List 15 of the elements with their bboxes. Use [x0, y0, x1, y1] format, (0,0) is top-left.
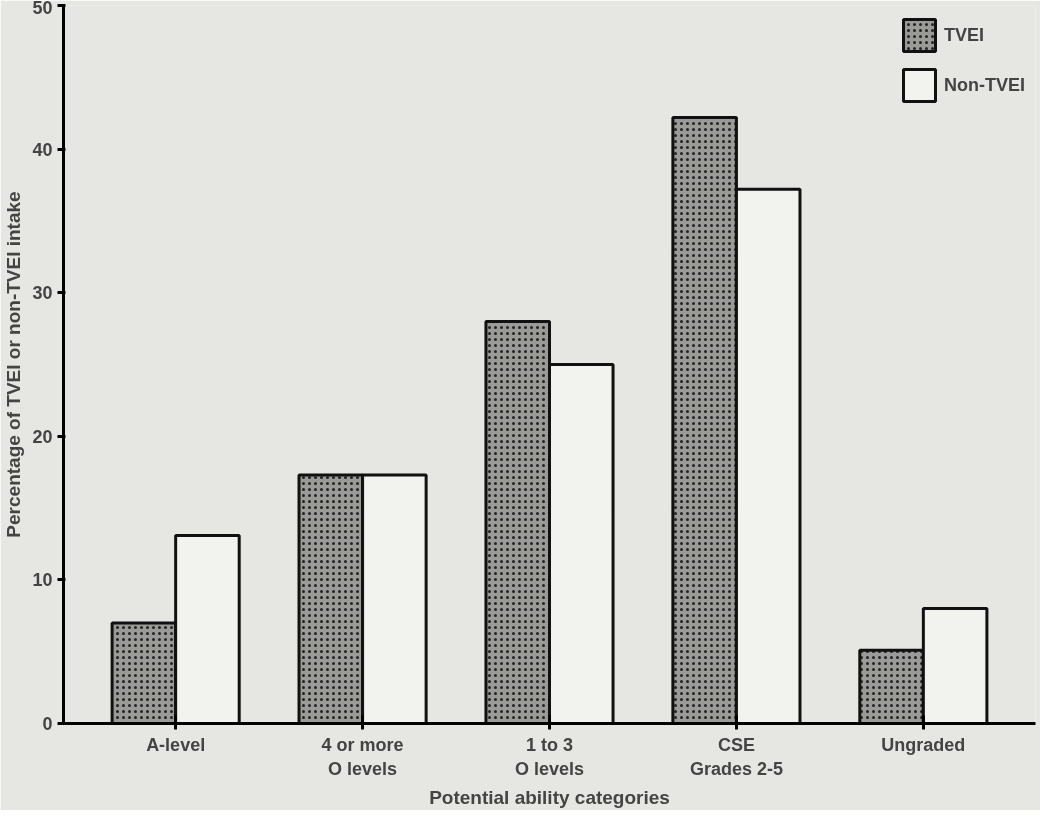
- y-axis-title: Percentage of TVEI or non-TVEI intake: [3, 191, 25, 538]
- x-axis-title: Potential ability categories: [429, 786, 670, 808]
- x-tick-label: A-level: [146, 734, 206, 755]
- x-tick-label: Ungraded: [881, 734, 966, 755]
- y-tick-label: 30: [32, 283, 53, 304]
- legend-label: Non-TVEI: [944, 74, 1025, 96]
- y-tick-label: 0: [42, 714, 53, 734]
- legend-label: TVEI: [944, 24, 985, 46]
- x-tick-label: 4 or more O levels: [321, 734, 404, 779]
- y-tick-label: 20: [32, 426, 53, 447]
- x-tick-label: 1 to 3 O levels: [514, 734, 585, 779]
- y-tick-label: 50: [32, 0, 53, 18]
- y-tick-label: 10: [32, 570, 53, 591]
- y-tick-label: 40: [32, 139, 53, 160]
- x-tick-label: CSE Grades 2-5: [689, 734, 783, 779]
